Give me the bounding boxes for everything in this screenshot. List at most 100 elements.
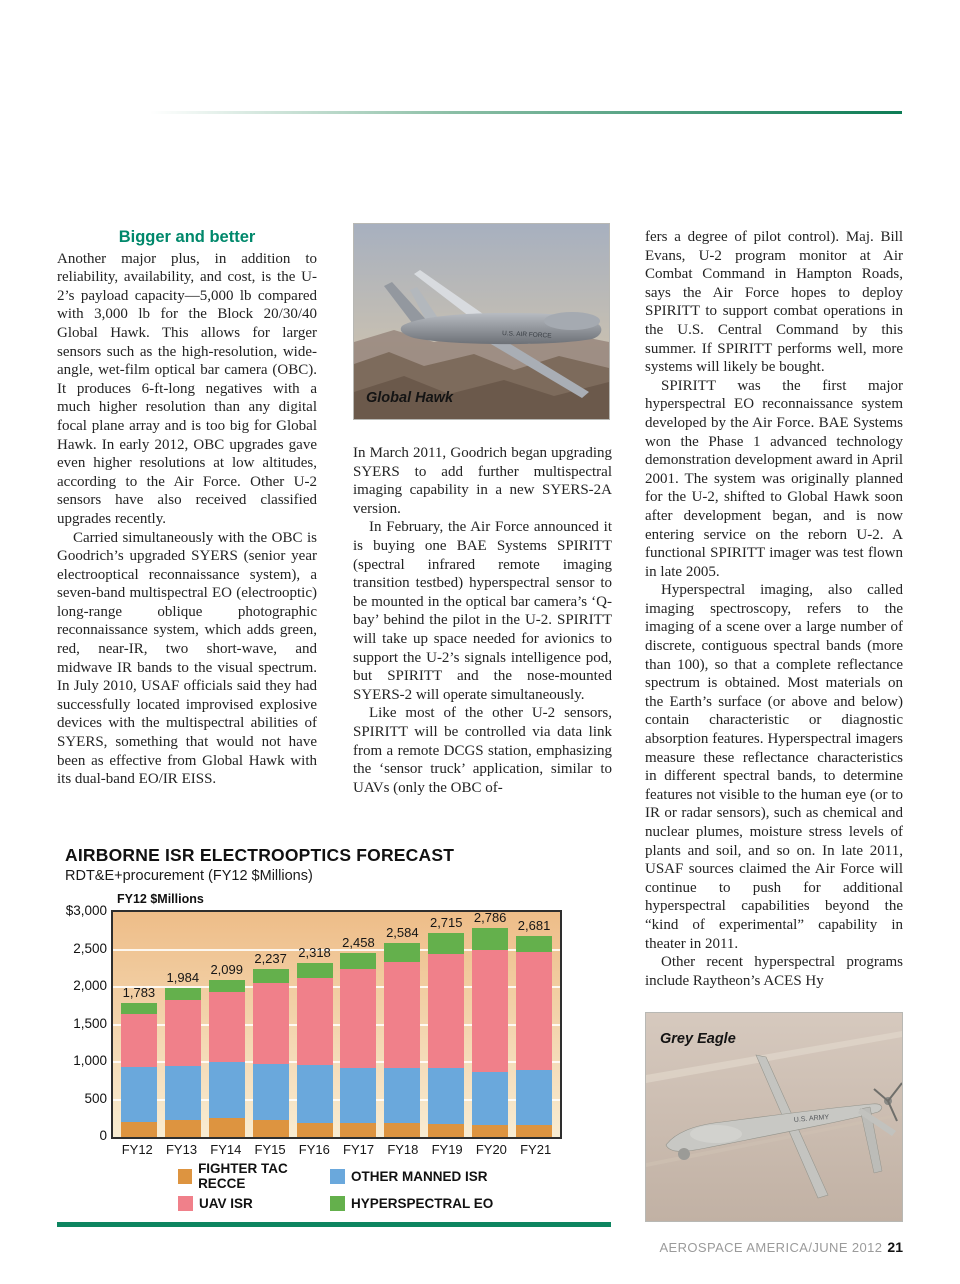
bar-segment bbox=[252, 969, 289, 983]
legend-swatch-other-manned-isr bbox=[330, 1168, 345, 1184]
bar-stack bbox=[296, 963, 333, 1137]
x-tick-label: FY18 bbox=[387, 1142, 419, 1157]
body-paragraph: In February, the Air Force announced it … bbox=[353, 519, 612, 703]
x-tick-label: FY20 bbox=[475, 1142, 507, 1157]
x-tick-label: FY13 bbox=[165, 1142, 198, 1157]
bar-segment bbox=[516, 1124, 553, 1137]
aircraft-marking: U.S. AIR FORCE bbox=[502, 330, 552, 340]
x-tick-label: FY12 bbox=[121, 1142, 153, 1157]
legend-item-other-manned-isr: OTHER MANNED ISR bbox=[330, 1161, 493, 1191]
article-column-left: Bigger and better Another major plus, in… bbox=[57, 228, 317, 789]
bar-total-label: 2,584 bbox=[386, 925, 419, 941]
bar-segment bbox=[296, 1065, 333, 1123]
bar-stack bbox=[472, 928, 509, 1137]
aircraft-marking: U.S. ARMY bbox=[794, 1114, 830, 1124]
footer-magazine-name: AEROSPACE AMERICA/JUNE 2012 bbox=[659, 1240, 883, 1255]
page-footer: AEROSPACE AMERICA/JUNE 2012 21 bbox=[659, 1239, 903, 1257]
x-tick-label: FY14 bbox=[210, 1142, 242, 1157]
bar-total-label: 2,458 bbox=[342, 934, 375, 950]
bar-fy15: 2,237 bbox=[252, 912, 289, 1137]
bar-segment bbox=[340, 1067, 377, 1123]
grey-eagle-illustration: U.S. ARMY Grey Eagle bbox=[646, 1013, 902, 1221]
bar-segment bbox=[428, 954, 465, 1068]
body-paragraph: Hyperspectral imaging, also called imagi… bbox=[645, 582, 903, 952]
y-tick-label: 500 bbox=[84, 1090, 107, 1106]
section-heading: Bigger and better bbox=[118, 228, 256, 246]
bar-segment bbox=[516, 935, 553, 952]
body-paragraph: SPIRITT was the first major hyperspectra… bbox=[645, 377, 903, 580]
bar-segment bbox=[164, 999, 201, 1066]
body-paragraph: fers a degree of pilot control). Maj. Bi… bbox=[645, 229, 903, 376]
bar-segment bbox=[384, 1068, 421, 1124]
body-paragraph: Carried simultaneously with the OBC is G… bbox=[57, 529, 317, 788]
bar-fy21: 2,681 bbox=[516, 912, 553, 1137]
chart-bottom-rule bbox=[57, 1222, 611, 1227]
bar-stack bbox=[384, 943, 421, 1137]
bar-segment bbox=[340, 969, 377, 1068]
bar-total-label: 2,099 bbox=[210, 961, 243, 977]
legend-swatch-uav-isr bbox=[178, 1196, 193, 1211]
bar-total-label: 2,786 bbox=[473, 910, 507, 926]
x-tick-label: FY15 bbox=[254, 1142, 286, 1157]
bar-segment bbox=[296, 1122, 333, 1137]
bar-fy13: 1,984 bbox=[164, 912, 201, 1137]
x-tick-label: FY16 bbox=[298, 1142, 330, 1157]
bar-fy19: 2,715 bbox=[428, 912, 465, 1137]
bar-stack bbox=[208, 979, 245, 1137]
bar-segment bbox=[164, 1119, 201, 1137]
legend-label: HYPERSPECTRAL EO bbox=[351, 1196, 494, 1211]
bar-segment bbox=[296, 963, 333, 979]
bar-stack bbox=[120, 1003, 157, 1137]
legend-label: UAV ISR bbox=[199, 1196, 253, 1211]
bar-total-label: 2,715 bbox=[429, 915, 463, 931]
global-hawk-photo: U.S. AIR FORCE Global Hawk bbox=[353, 223, 610, 420]
y-axis-labels: $3,000 2,500 2,000 1,500 1,000 500 0 bbox=[65, 903, 107, 1143]
chart-subtitle: RDT&E+procurement (FY12 $Millions) bbox=[65, 868, 313, 884]
y-tick-label: $3,000 bbox=[65, 903, 107, 918]
article-column-middle: In March 2011, Goodrich began upgrading … bbox=[353, 444, 612, 797]
bar-segment bbox=[120, 1014, 157, 1068]
bar-segment bbox=[472, 1071, 509, 1126]
y-tick-label: 0 bbox=[99, 1128, 107, 1143]
bar-segment bbox=[252, 982, 289, 1065]
bar-stack bbox=[252, 969, 289, 1137]
y-tick-label: 1,000 bbox=[73, 1053, 107, 1068]
legend-item-hyperspectral-eo: HYPERSPECTRAL EO bbox=[330, 1196, 493, 1211]
grey-eagle-photo: U.S. ARMY Grey Eagle bbox=[645, 1012, 903, 1222]
x-axis-labels: FY12 FY13 FY14 FY15 FY16 FY17 FY18 FY19 FY20 FY21 bbox=[111, 1142, 562, 1157]
bar-segment bbox=[208, 991, 245, 1063]
bars-container: 1,783 1,984 2,099 2,237 2,318 2,458 2,584 2,715… bbox=[113, 910, 560, 1137]
bar-segment bbox=[120, 1122, 157, 1137]
photo-caption: Grey Eagle bbox=[660, 1031, 736, 1047]
legend-item-fighter-tac-recce: FIGHTER TAC RECCE bbox=[178, 1161, 330, 1191]
y-tick-label: 2,500 bbox=[73, 940, 107, 956]
bar-stack bbox=[428, 933, 465, 1137]
gridline bbox=[113, 1023, 560, 1026]
bar-fy12: 1,783 bbox=[120, 912, 157, 1137]
bar-segment bbox=[428, 1067, 465, 1125]
legend-label: OTHER MANNED ISR bbox=[351, 1168, 488, 1184]
bar-segment bbox=[164, 1065, 201, 1120]
bar-total-label: 2,681 bbox=[517, 917, 551, 933]
legend-swatch-hyperspectral-eo bbox=[330, 1196, 345, 1211]
bar-segment bbox=[516, 1069, 553, 1125]
bar-stack bbox=[340, 952, 377, 1137]
axis-unit-label: FY12 $Millions bbox=[117, 892, 204, 906]
bar-segment bbox=[252, 1064, 289, 1120]
x-tick-label: FY21 bbox=[520, 1142, 552, 1157]
bar-segment bbox=[208, 1117, 245, 1137]
chart-legend: FIGHTER TAC RECCE OTHER MANNED ISR UAV I… bbox=[178, 1161, 493, 1211]
gridline bbox=[113, 948, 560, 951]
bar-segment bbox=[252, 1119, 289, 1137]
bar-segment bbox=[384, 1123, 421, 1137]
bar-segment bbox=[472, 928, 509, 950]
bar-segment bbox=[516, 951, 553, 1070]
gridline bbox=[113, 986, 560, 988]
x-tick-label: FY17 bbox=[343, 1142, 375, 1157]
gridline bbox=[113, 1098, 560, 1101]
bar-total-label: 1,984 bbox=[166, 970, 200, 986]
bar-segment bbox=[384, 962, 421, 1069]
photo-caption: Global Hawk bbox=[366, 390, 454, 406]
bar-fy20: 2,786 bbox=[472, 910, 509, 1137]
bar-total-label: 2,318 bbox=[298, 945, 331, 961]
